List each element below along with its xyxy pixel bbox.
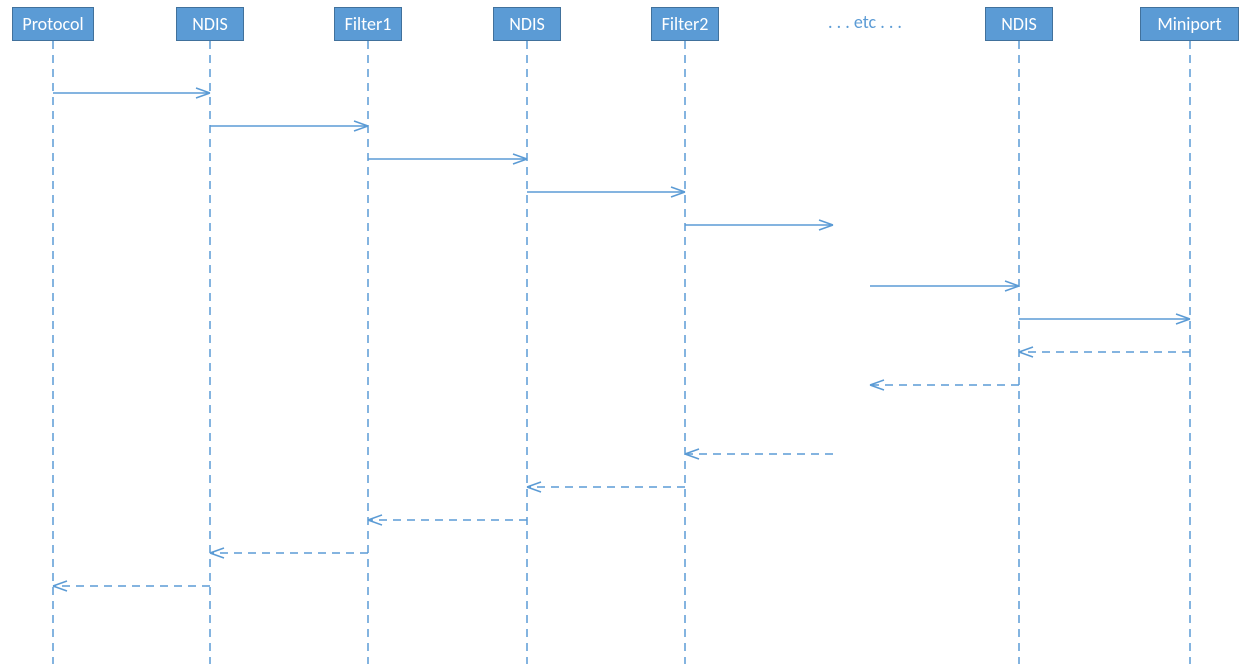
message-9 bbox=[685, 449, 833, 459]
message-2 bbox=[368, 154, 527, 164]
message-7 bbox=[1019, 347, 1190, 357]
message-12 bbox=[210, 548, 368, 558]
message-10 bbox=[527, 482, 685, 492]
message-3 bbox=[527, 187, 685, 197]
message-4 bbox=[685, 220, 833, 230]
message-5 bbox=[870, 281, 1019, 291]
message-1 bbox=[210, 121, 368, 131]
message-0 bbox=[53, 88, 210, 98]
message-6 bbox=[1019, 314, 1190, 324]
message-8 bbox=[870, 380, 1019, 390]
message-13 bbox=[53, 581, 210, 591]
message-11 bbox=[368, 515, 527, 525]
